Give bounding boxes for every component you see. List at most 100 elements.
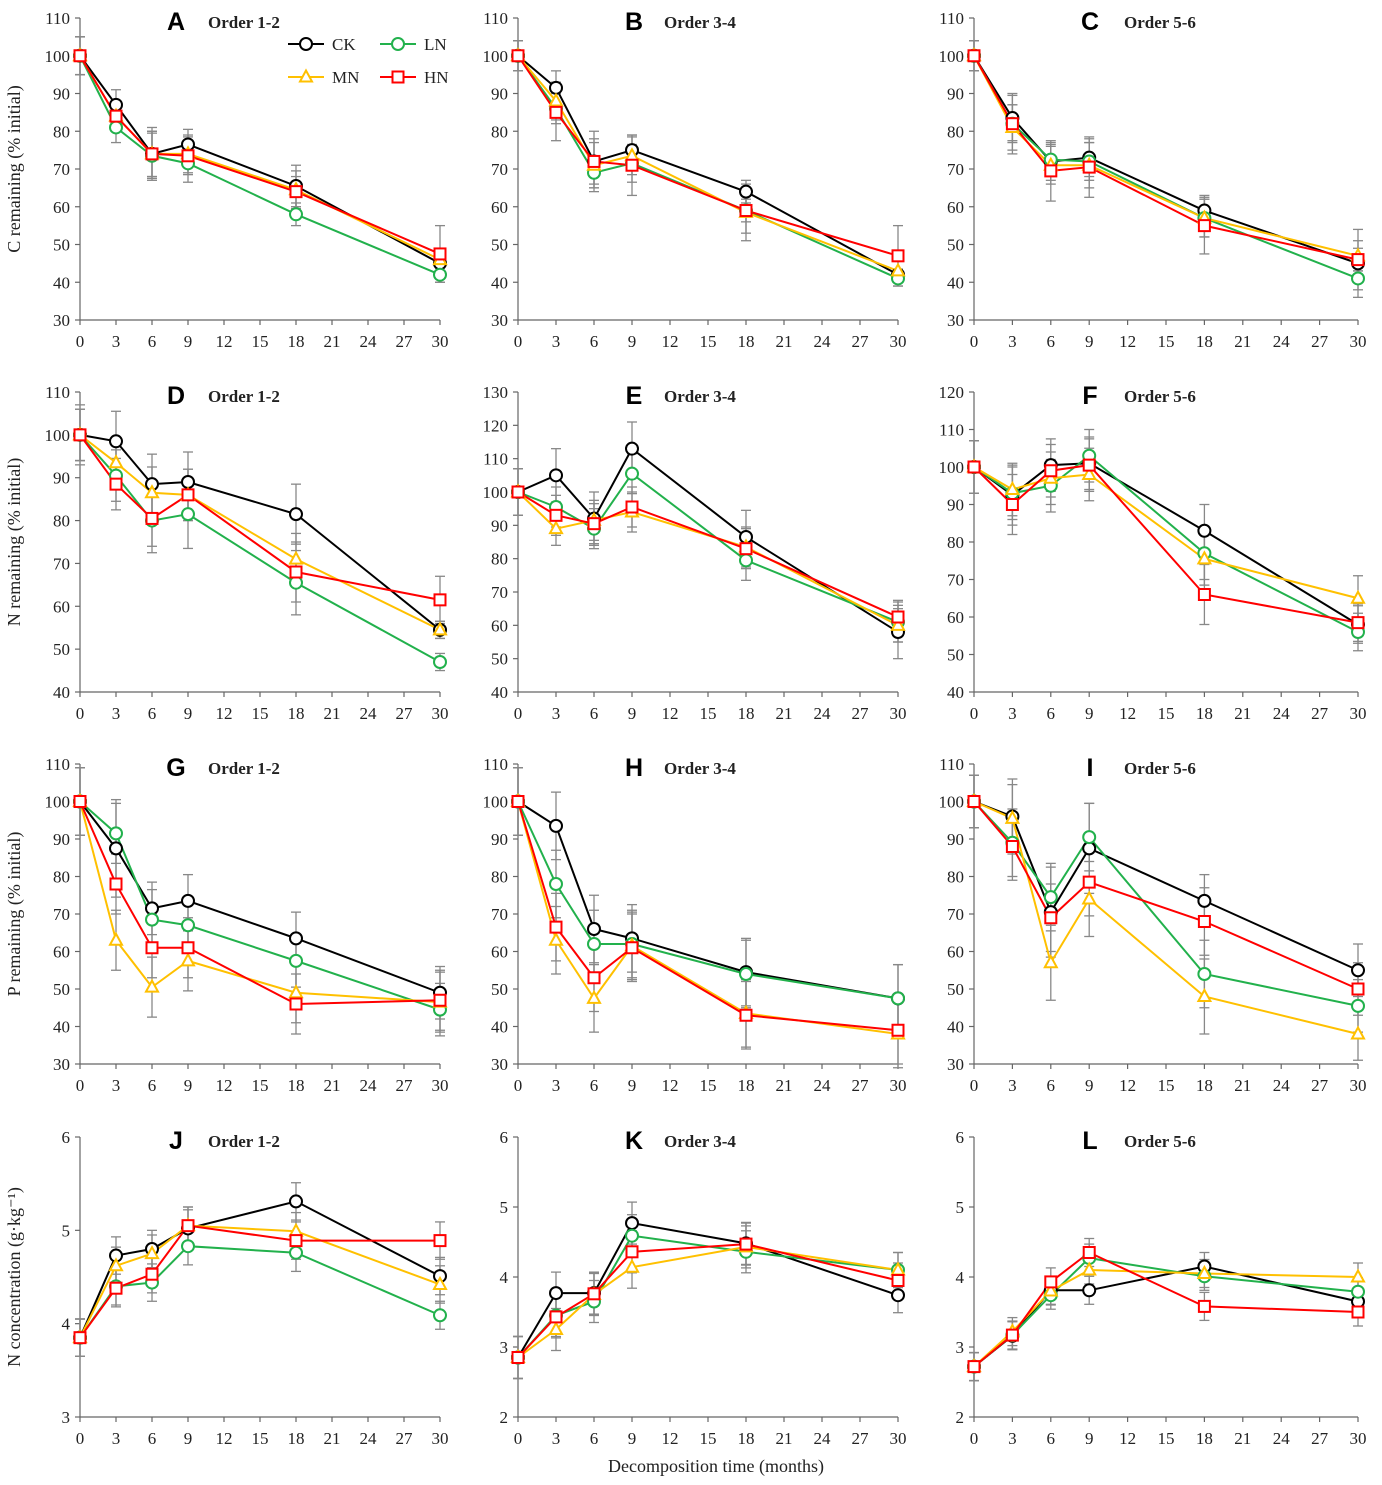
x-tick-label: 30 [890, 704, 907, 723]
y-tick-label: 2 [956, 1408, 965, 1427]
y-tick-label: 4 [500, 1268, 509, 1287]
data-point-LN [433, 1308, 447, 1323]
data-point-HN [891, 610, 905, 624]
panel-H: 30 40 50 60 70 80 90 100 110 0 3 6 9 12 15 18 21 24 27 30 H O… [483, 754, 907, 1095]
data-point-CK [1082, 841, 1097, 856]
series-line-CK [517, 1221, 899, 1359]
y-tick-label: 50 [53, 980, 70, 999]
data-point-MN [548, 931, 564, 946]
data-point-HN [289, 565, 303, 579]
y-tick-label: 120 [483, 416, 509, 435]
data-point-HN [109, 477, 123, 491]
data-point-HN [739, 1237, 753, 1251]
x-tick-label: 3 [112, 1076, 121, 1095]
data-point-HN [967, 49, 981, 63]
data-point-CK [549, 468, 563, 483]
x-tick-label: 3 [1008, 1076, 1017, 1095]
data-point-MN [108, 931, 124, 946]
y-tick-label: 110 [939, 755, 964, 774]
series-line-CK [517, 447, 899, 633]
y-tick-label: 100 [483, 47, 509, 66]
data-point-HN [433, 247, 447, 261]
data-point-HN [145, 511, 159, 525]
data-point-CK [739, 184, 753, 199]
y-tick-label: 110 [483, 450, 508, 469]
x-tick-label: 21 [1234, 332, 1251, 351]
series-line-MN [517, 55, 899, 272]
data-point-HN [1005, 840, 1019, 853]
series-line-MN [973, 55, 1359, 257]
panel-title: Order 1-2 [208, 387, 280, 406]
data-point-HN [73, 795, 87, 808]
y-tick-label: 3 [956, 1338, 965, 1357]
x-tick-label: 9 [1085, 1076, 1094, 1095]
panel-title: Order 3-4 [664, 387, 736, 406]
x-tick-label: 9 [1085, 1429, 1094, 1448]
x-tick-label: 27 [1311, 704, 1329, 723]
y-tick-label: 4 [62, 1315, 71, 1334]
data-point-LN [109, 120, 123, 135]
x-tick-label: 15 [252, 704, 269, 723]
y-tick-label: 90 [53, 469, 70, 488]
data-point-HN [433, 1234, 447, 1248]
x-tick-label: 24 [814, 332, 832, 351]
x-tick-label: 21 [776, 1076, 793, 1095]
y-tick-label: 2 [500, 1408, 509, 1427]
y-tick-label: 60 [947, 608, 964, 627]
panel-letter: I [1087, 754, 1094, 782]
series-line-CK [517, 54, 899, 276]
y-tick-label: 90 [491, 85, 508, 104]
x-tick-label: 6 [1047, 704, 1056, 723]
data-point-HN [289, 997, 303, 1011]
x-tick-label: 24 [1273, 1076, 1291, 1095]
panel-C: 30 40 50 60 70 80 90 100 110 0 3 6 9 12 15 18 21 24 27 30 C O… [939, 8, 1367, 351]
x-tick-label: 30 [432, 1429, 449, 1448]
x-tick-label: 30 [890, 332, 907, 351]
y-tick-label: 100 [483, 793, 509, 812]
data-point-HN [1082, 1246, 1096, 1259]
y-tick-label: 40 [53, 683, 70, 702]
data-point-MN [108, 454, 124, 469]
y-tick-label: 90 [947, 830, 964, 849]
data-point-CK [109, 841, 123, 856]
x-tick-label: 18 [288, 1076, 305, 1095]
series-line-LN [79, 800, 441, 1011]
data-point-HN [739, 542, 753, 556]
data-point-LN [1351, 998, 1365, 1013]
y-tick-label: 80 [947, 122, 964, 141]
panel-letter: E [626, 382, 643, 410]
data-point-LN [1351, 1284, 1365, 1299]
series-line-MN [973, 1268, 1359, 1368]
series-line-LN [973, 800, 1359, 1007]
data-point-CK [1197, 523, 1212, 538]
data-point-HN [739, 1008, 753, 1022]
x-tick-label: 27 [852, 1076, 870, 1095]
series-line-MN [79, 434, 441, 631]
data-point-MN [1081, 890, 1097, 905]
x-axis-label: Decomposition time (months) [608, 1456, 824, 1477]
x-tick-label: 0 [76, 704, 85, 723]
data-point-CK [587, 922, 601, 936]
y-tick-label: 70 [947, 571, 964, 590]
y-tick-label: 50 [947, 980, 964, 999]
data-point-CK [1197, 893, 1212, 908]
x-tick-label: 21 [1234, 1429, 1251, 1448]
y-tick-label: 30 [491, 311, 508, 330]
data-point-HN [1044, 164, 1058, 178]
data-point-LN [289, 575, 303, 590]
y-tick-label: 70 [53, 554, 70, 573]
y-tick-label: 30 [53, 311, 70, 330]
y-tick-label: 90 [53, 85, 70, 104]
y-tick-label: 50 [53, 236, 70, 255]
series-line-HN [517, 801, 899, 1032]
x-tick-label: 12 [662, 704, 679, 723]
data-point-MN [586, 989, 602, 1004]
x-tick-label: 18 [738, 1076, 755, 1095]
data-point-LN [739, 967, 753, 981]
y-tick-label: 30 [491, 1055, 508, 1074]
data-point-LN [1043, 890, 1058, 905]
x-tick-label: 0 [514, 704, 523, 723]
series-line-MN [973, 800, 1359, 1035]
x-tick-label: 30 [432, 704, 449, 723]
